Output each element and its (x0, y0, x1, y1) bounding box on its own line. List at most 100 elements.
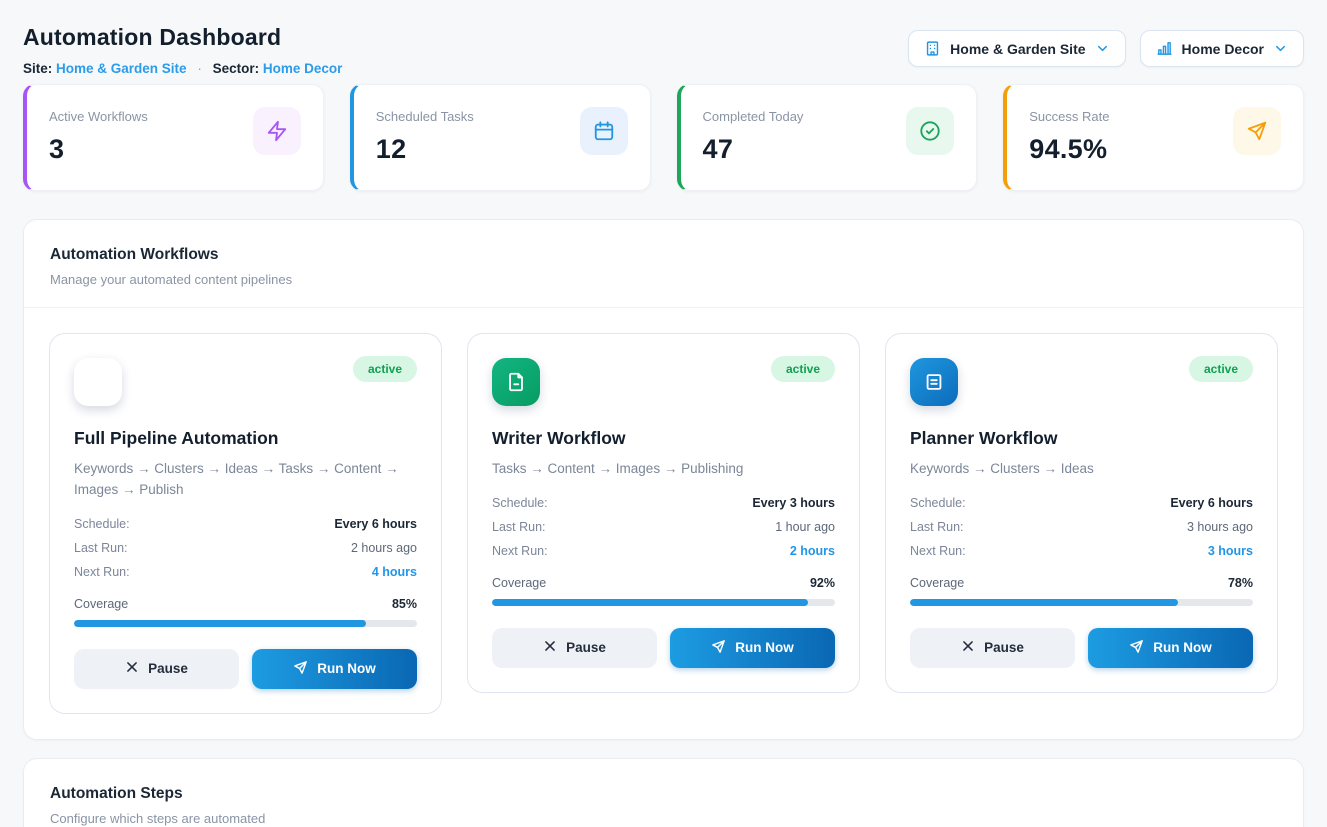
stat-card-active-workflows: Active Workflows 3 (23, 84, 324, 191)
next-run-label: Next Run: (910, 543, 966, 558)
workflow-name: Planner Workflow (910, 428, 1058, 448)
site-label: Site: (23, 61, 53, 76)
x-icon (543, 639, 557, 656)
run-now-button[interactable]: Run Now (670, 627, 835, 668)
coverage-value: 78% (1227, 575, 1253, 590)
schedule-label: Schedule: (910, 495, 966, 510)
workflow-name: Writer Workflow (492, 428, 626, 448)
run-now-button[interactable]: Run Now (1088, 627, 1253, 668)
pause-button[interactable]: Pause (910, 627, 1075, 668)
steps-section-title: Automation Steps (50, 784, 183, 802)
schedule-value: Every 6 hours (334, 516, 417, 531)
header-dropdowns: Home & Garden Site Home Decor (908, 30, 1304, 67)
page-header: Automation Dashboard Site: Home & Garden… (23, 0, 1304, 76)
stat-value: 3 (49, 134, 65, 164)
stat-value: 94.5% (1029, 134, 1108, 164)
header-left: Automation Dashboard Site: Home & Garden… (23, 24, 342, 76)
site-selector-label: Home & Garden Site (950, 40, 1086, 57)
last-run-value: 3 hours ago (1186, 519, 1253, 534)
workflow-description: Tasks → Content → Images → Publishing (492, 461, 744, 476)
last-run-value: 1 hour ago (775, 519, 835, 534)
building-icon (924, 40, 941, 57)
bar-chart-icon (1156, 40, 1173, 57)
coverage-progress-fill (910, 598, 1178, 606)
workflows-card-list: active Full Pipeline Automation Keywords… (24, 308, 1303, 739)
pause-button-label: Pause (148, 661, 188, 677)
sector-link[interactable]: Home Decor (262, 61, 343, 76)
run-now-button-label: Run Now (1153, 640, 1212, 656)
coverage-value: 92% (809, 575, 835, 590)
coverage-label: Coverage (492, 575, 547, 590)
coverage-progress-bar (492, 598, 835, 606)
coverage-progress-bar (74, 619, 417, 627)
status-badge: active (1188, 356, 1253, 382)
send-icon (1233, 107, 1281, 155)
coverage-label: Coverage (910, 575, 965, 590)
stat-value: 47 (702, 134, 734, 164)
sector-selector-label: Home Decor (1181, 40, 1264, 57)
sector-label: Sector: (212, 61, 260, 76)
sector-selector-dropdown[interactable]: Home Decor (1139, 30, 1304, 67)
send-icon (711, 639, 726, 657)
x-icon (961, 639, 975, 656)
stat-label: Completed Today (702, 109, 804, 124)
next-run-label: Next Run: (74, 564, 130, 579)
workflows-section-subtitle: Manage your automated content pipelines (50, 272, 293, 287)
workflows-section-title: Automation Workflows (50, 246, 219, 263)
next-run-value: 2 hours (789, 543, 835, 558)
workflow-description: Keywords → Clusters → Ideas → Tasks → Co… (74, 461, 399, 497)
coverage-value: 85% (391, 596, 417, 611)
next-run-value: 3 hours (1207, 543, 1253, 558)
stat-value: 12 (375, 134, 407, 164)
coverage-progress-fill (74, 619, 366, 627)
run-now-button[interactable]: Run Now (252, 648, 417, 689)
stat-card-scheduled-tasks: Scheduled Tasks 12 (349, 84, 651, 191)
steps-section-subtitle: Configure which steps are automated (50, 810, 266, 826)
coverage-progress-bar (910, 598, 1253, 606)
stat-label: Success Rate (1029, 109, 1110, 124)
workflow-description: Keywords → Clusters → Ideas (910, 461, 1094, 476)
check-circle-icon (906, 107, 955, 155)
site-sector-breadcrumb: Site: Home & Garden Site · Sector: Home … (23, 61, 342, 76)
automation-workflows-section: Automation Workflows Manage your automat… (23, 219, 1304, 740)
chevron-down-icon (1273, 41, 1288, 56)
schedule-label: Schedule: (492, 495, 548, 510)
status-badge: active (770, 356, 835, 382)
site-selector-dropdown[interactable]: Home & Garden Site (908, 30, 1126, 67)
run-now-button-label: Run Now (735, 640, 794, 656)
stat-label: Active Workflows (49, 109, 148, 124)
run-now-button-label: Run Now (317, 661, 376, 677)
site-link[interactable]: Home & Garden Site (56, 61, 187, 76)
workflow-card-planner: active Planner Workflow Keywords → Clust… (885, 333, 1278, 693)
workflow-card-writer: active Writer Workflow Tasks → Content →… (467, 333, 860, 693)
workflow-card-full-pipeline: active Full Pipeline Automation Keywords… (49, 333, 442, 714)
steps-section-header: Automation Steps Configure which steps a… (24, 759, 1303, 827)
separator-dot: · (197, 61, 202, 76)
file-text-icon (492, 358, 540, 406)
pause-button-label: Pause (566, 640, 606, 656)
status-badge: active (352, 356, 417, 382)
next-run-value: 4 hours (371, 564, 417, 579)
pause-button[interactable]: Pause (492, 627, 657, 668)
schedule-label: Schedule: (74, 516, 130, 531)
stats-row: Active Workflows 3 Scheduled Tasks 12 Co… (23, 84, 1304, 191)
last-run-label: Last Run: (74, 540, 128, 555)
workflow-name: Full Pipeline Automation (74, 428, 279, 448)
stat-label: Scheduled Tasks (375, 109, 474, 124)
pause-button-label: Pause (984, 640, 1024, 656)
next-run-label: Next Run: (492, 543, 548, 558)
stat-card-completed-today: Completed Today 47 (676, 84, 978, 191)
notes-icon (910, 358, 958, 406)
schedule-value: Every 3 hours (752, 495, 835, 510)
lightning-icon (252, 107, 301, 155)
workflows-section-header: Automation Workflows Manage your automat… (24, 220, 1303, 308)
last-run-label: Last Run: (492, 519, 546, 534)
pause-button[interactable]: Pause (74, 648, 239, 689)
calendar-icon (579, 107, 628, 155)
page-title: Automation Dashboard (23, 24, 282, 50)
stat-card-success-rate: Success Rate 94.5% (1003, 84, 1304, 191)
schedule-value: Every 6 hours (1170, 495, 1253, 510)
send-icon (74, 358, 122, 406)
coverage-label: Coverage (74, 596, 129, 611)
